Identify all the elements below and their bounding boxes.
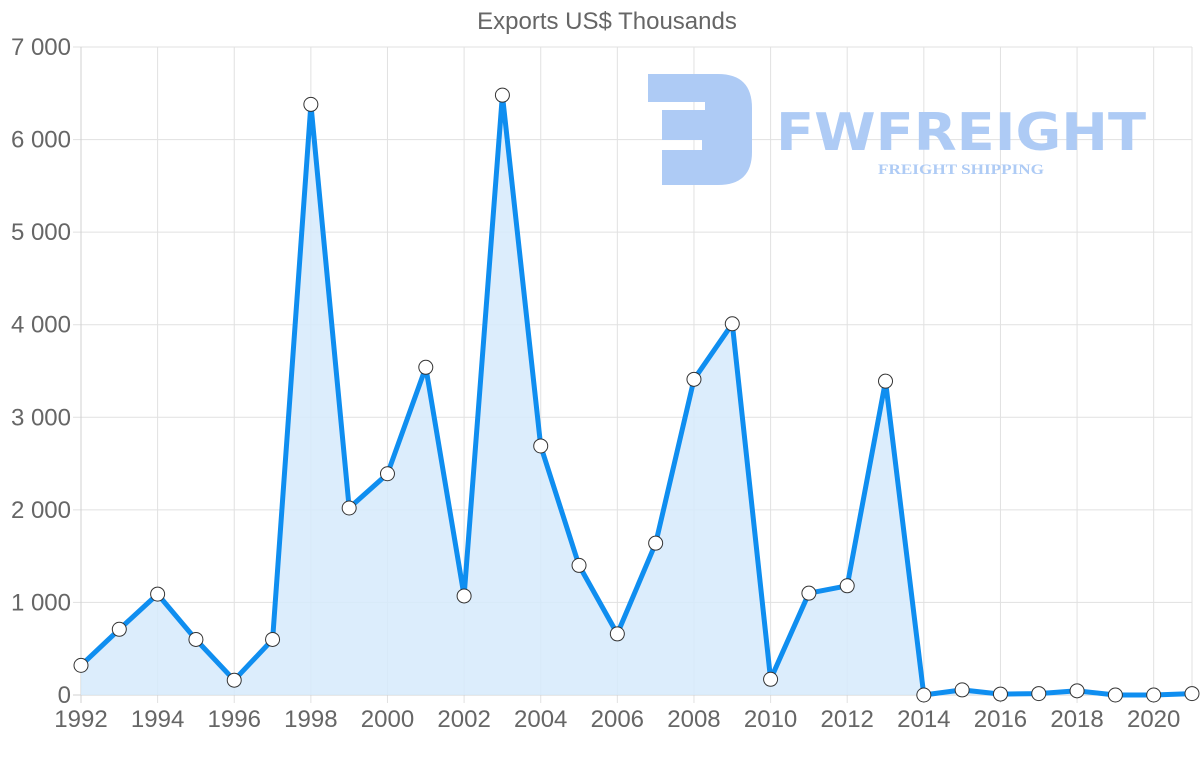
watermark-brand: FWFREIGHT (776, 103, 1147, 163)
y-tick-label: 3 000 (11, 404, 71, 431)
x-tick-label: 1998 (284, 706, 337, 733)
data-point[interactable]: 2004: 2690 (533, 438, 549, 454)
x-tick-label: 2010 (744, 706, 797, 733)
y-tick-label: 4 000 (11, 312, 71, 339)
x-tick-label: 2004 (514, 706, 567, 733)
data-point[interactable]: 2018: 45 (1069, 683, 1085, 699)
x-tick-label: 2014 (897, 706, 950, 733)
x-tick-label: 2020 (1127, 706, 1180, 733)
x-axis: 1992 1994 1996 1998 2000 2002 2004 2006 2008 2010… (54, 706, 1180, 733)
series-exports: 1992: 320 1993: 710 1994: 1090 1995: 600 199… (73, 87, 1200, 703)
data-point[interactable]: 2008: 3410 (686, 371, 702, 387)
data-point[interactable]: 2010: 170 (763, 671, 779, 687)
data-point[interactable]: 2021: 15 (1184, 686, 1200, 702)
data-point[interactable]: 2020: 0 (1146, 687, 1162, 703)
data-point[interactable]: 2014: 0 (916, 687, 932, 703)
x-tick-label: 2002 (437, 706, 490, 733)
x-tick-label: 2000 (361, 706, 414, 733)
data-point[interactable]: 2007: 1640 (648, 535, 664, 551)
logo-mark-icon (648, 74, 752, 185)
data-point[interactable]: 2002: 1070 (456, 588, 472, 604)
data-point[interactable]: 2011: 1100 (801, 585, 817, 601)
x-tick-label: 2006 (591, 706, 644, 733)
x-tick-label: 2016 (974, 706, 1027, 733)
x-tick-label: 1992 (54, 706, 107, 733)
data-point[interactable]: 2000: 2390 (379, 466, 395, 482)
data-point[interactable]: 1999: 2020 (341, 500, 357, 516)
data-point[interactable]: 2017: 15 (1031, 686, 1047, 702)
data-point[interactable]: 1998: 6380 (303, 96, 319, 112)
data-point[interactable]: 1996: 160 (226, 672, 242, 688)
y-tick-label: 0 (58, 682, 71, 709)
data-point[interactable]: 1993: 710 (111, 621, 127, 637)
chart-title: Exports US$ Thousands (477, 8, 737, 35)
y-axis: 0 1 000 2 000 3 000 4 000 5 000 6 000 7 000 (11, 34, 71, 709)
data-point[interactable]: 2006: 660 (609, 626, 625, 642)
y-tick-label: 1 000 (11, 589, 71, 616)
x-tick-label: 2012 (821, 706, 874, 733)
data-point[interactable]: 1995: 600 (188, 631, 204, 647)
fwfreight-watermark-logo: FWFREIGHT FREIGHT SHIPPING (648, 74, 1147, 185)
data-point[interactable]: 2013: 3390 (878, 373, 894, 389)
data-point[interactable]: 2016: 10 (992, 686, 1008, 702)
x-tick-label: 1996 (208, 706, 261, 733)
data-point[interactable]: 1994: 1090 (150, 586, 166, 602)
x-tick-label: 1994 (131, 706, 184, 733)
x-tick-label: 2008 (667, 706, 720, 733)
data-point[interactable]: 2019: 0 (1107, 687, 1123, 703)
y-tick-label: 5 000 (11, 219, 71, 246)
x-tick-label: 2018 (1050, 706, 1103, 733)
y-tick-label: 2 000 (11, 497, 71, 524)
data-point[interactable]: 2012: 1180 (839, 578, 855, 594)
data-point[interactable]: 2005: 1400 (571, 557, 587, 573)
y-tick-label: 6 000 (11, 127, 71, 154)
data-point[interactable]: 1997: 600 (265, 631, 281, 647)
area-fill (81, 95, 1192, 696)
y-tick-label: 7 000 (11, 34, 71, 61)
data-point[interactable]: 1992: 320 (73, 657, 89, 673)
data-point[interactable]: 2015: 55 (954, 682, 970, 698)
data-point[interactable]: 2009: 4010 (724, 316, 740, 332)
watermark-tagline: FREIGHT SHIPPING (878, 162, 1044, 178)
data-point[interactable]: 2001: 3540 (418, 359, 434, 375)
data-point[interactable]: 2003: 6480 (494, 87, 510, 103)
